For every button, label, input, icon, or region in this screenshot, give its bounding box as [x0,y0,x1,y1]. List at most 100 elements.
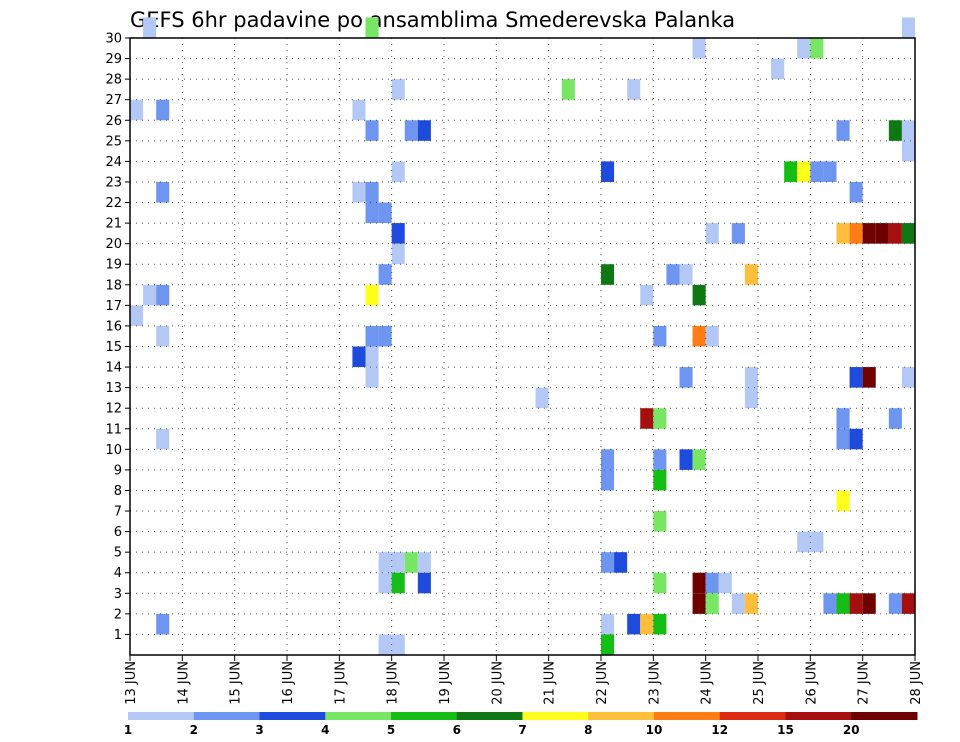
precip-cell [417,552,431,573]
precip-cell [378,264,392,285]
precip-cell [888,120,902,141]
precip-cell [901,593,915,614]
grid-lines [130,37,915,655]
precip-cell [365,181,379,203]
precip-cell [391,572,405,594]
x-tick-label: 13 JUN [124,661,139,705]
precip-cell [836,408,850,429]
x-tick-label: 25 JUN [752,661,767,705]
colorbar-segment [522,712,589,720]
precip-cell [378,552,392,573]
precip-cell [744,593,758,614]
precip-cell [862,223,876,244]
colorbar-segment [128,712,195,720]
precip-cell [797,38,811,59]
precip-cell [653,511,667,532]
colorbar-segment [719,712,786,720]
precip-cell [849,593,863,614]
precip-cell [640,613,654,635]
precip-cell [391,161,405,182]
precip-cell [391,223,405,244]
y-tick-label: 22 [105,196,122,211]
colorbar-label: 10 [646,723,663,737]
precip-cell [823,593,837,614]
colorbar-segment [851,712,918,720]
precip-cell [143,17,157,38]
precip-cell [653,469,667,491]
precip-cell [849,428,863,450]
y-tick-label: 26 [105,114,122,129]
y-tick-label: 14 [105,361,122,376]
precip-cell [901,223,915,244]
precip-cell [692,449,706,470]
precip-cell [365,120,379,141]
chart-title: GEFS 6hr padavine po ansamblima Smederev… [130,8,735,32]
y-tick-label: 1 [114,628,122,643]
precip-cell [849,367,863,388]
precip-cell [601,264,615,285]
precip-cell [156,613,170,635]
precip-cell [640,284,654,306]
precip-cell [391,243,405,265]
colorbar-segment [785,712,852,720]
precip-cell [744,387,758,409]
colorbar-label: 12 [711,723,728,737]
precip-cell [378,634,392,655]
precip-cell [601,552,615,573]
y-tick-label: 20 [105,237,122,252]
y-tick-label: 30 [105,32,122,47]
y-tick-label: 5 [114,546,122,561]
x-tick-label: 15 JUN [229,661,244,705]
y-tick-label: 23 [105,175,122,190]
colorbar-segment [654,712,721,720]
precip-cell [862,367,876,388]
y-tick-label: 29 [105,52,122,67]
y-tick-label: 10 [105,443,122,458]
x-tick-label: 23 JUN [647,661,662,705]
x-tick-label: 20 JUN [490,661,505,705]
precip-cell [653,408,667,429]
y-tick-label: 15 [105,340,122,355]
colorbar-label: 20 [843,723,860,737]
precip-cell [653,449,667,470]
precip-cell [888,593,902,614]
precip-cell [365,367,379,388]
colorbar-label: 7 [518,723,526,737]
precip-cell [797,531,811,553]
precip-cell [901,140,915,162]
colorbar-label: 2 [190,723,198,737]
precip-cell [156,325,170,347]
precip-cell [378,572,392,594]
precip-cell [862,593,876,614]
precip-cell [391,552,405,573]
y-tick-label: 25 [105,134,122,149]
y-tick-label: 2 [114,607,122,622]
precip-cell [849,223,863,244]
precip-cell [417,572,431,594]
y-tick-label: 7 [114,505,122,520]
precip-cell [679,367,693,388]
colorbar-label: 15 [777,723,794,737]
precip-cell [130,99,144,121]
precip-cell [352,346,366,368]
y-tick-label: 16 [105,319,122,334]
precip-cell [744,264,758,285]
precip-cell [888,223,902,244]
precip-cell [836,593,850,614]
colorbar-label: 1 [124,723,132,737]
precip-cell [888,408,902,429]
plot-frame [129,37,916,656]
precip-cell [836,223,850,244]
precip-cell [156,99,170,121]
colorbar-segment [588,712,655,720]
y-tick-label: 17 [105,299,122,314]
y-tick-label: 13 [105,381,122,396]
precip-cell [810,161,824,182]
precip-cell [653,572,667,594]
precip-cell [810,531,824,553]
precip-cell [378,325,392,347]
precip-cell [810,38,824,59]
x-tick-label: 22 JUN [595,661,610,705]
precip-cell [352,181,366,203]
precip-cell [130,305,144,326]
